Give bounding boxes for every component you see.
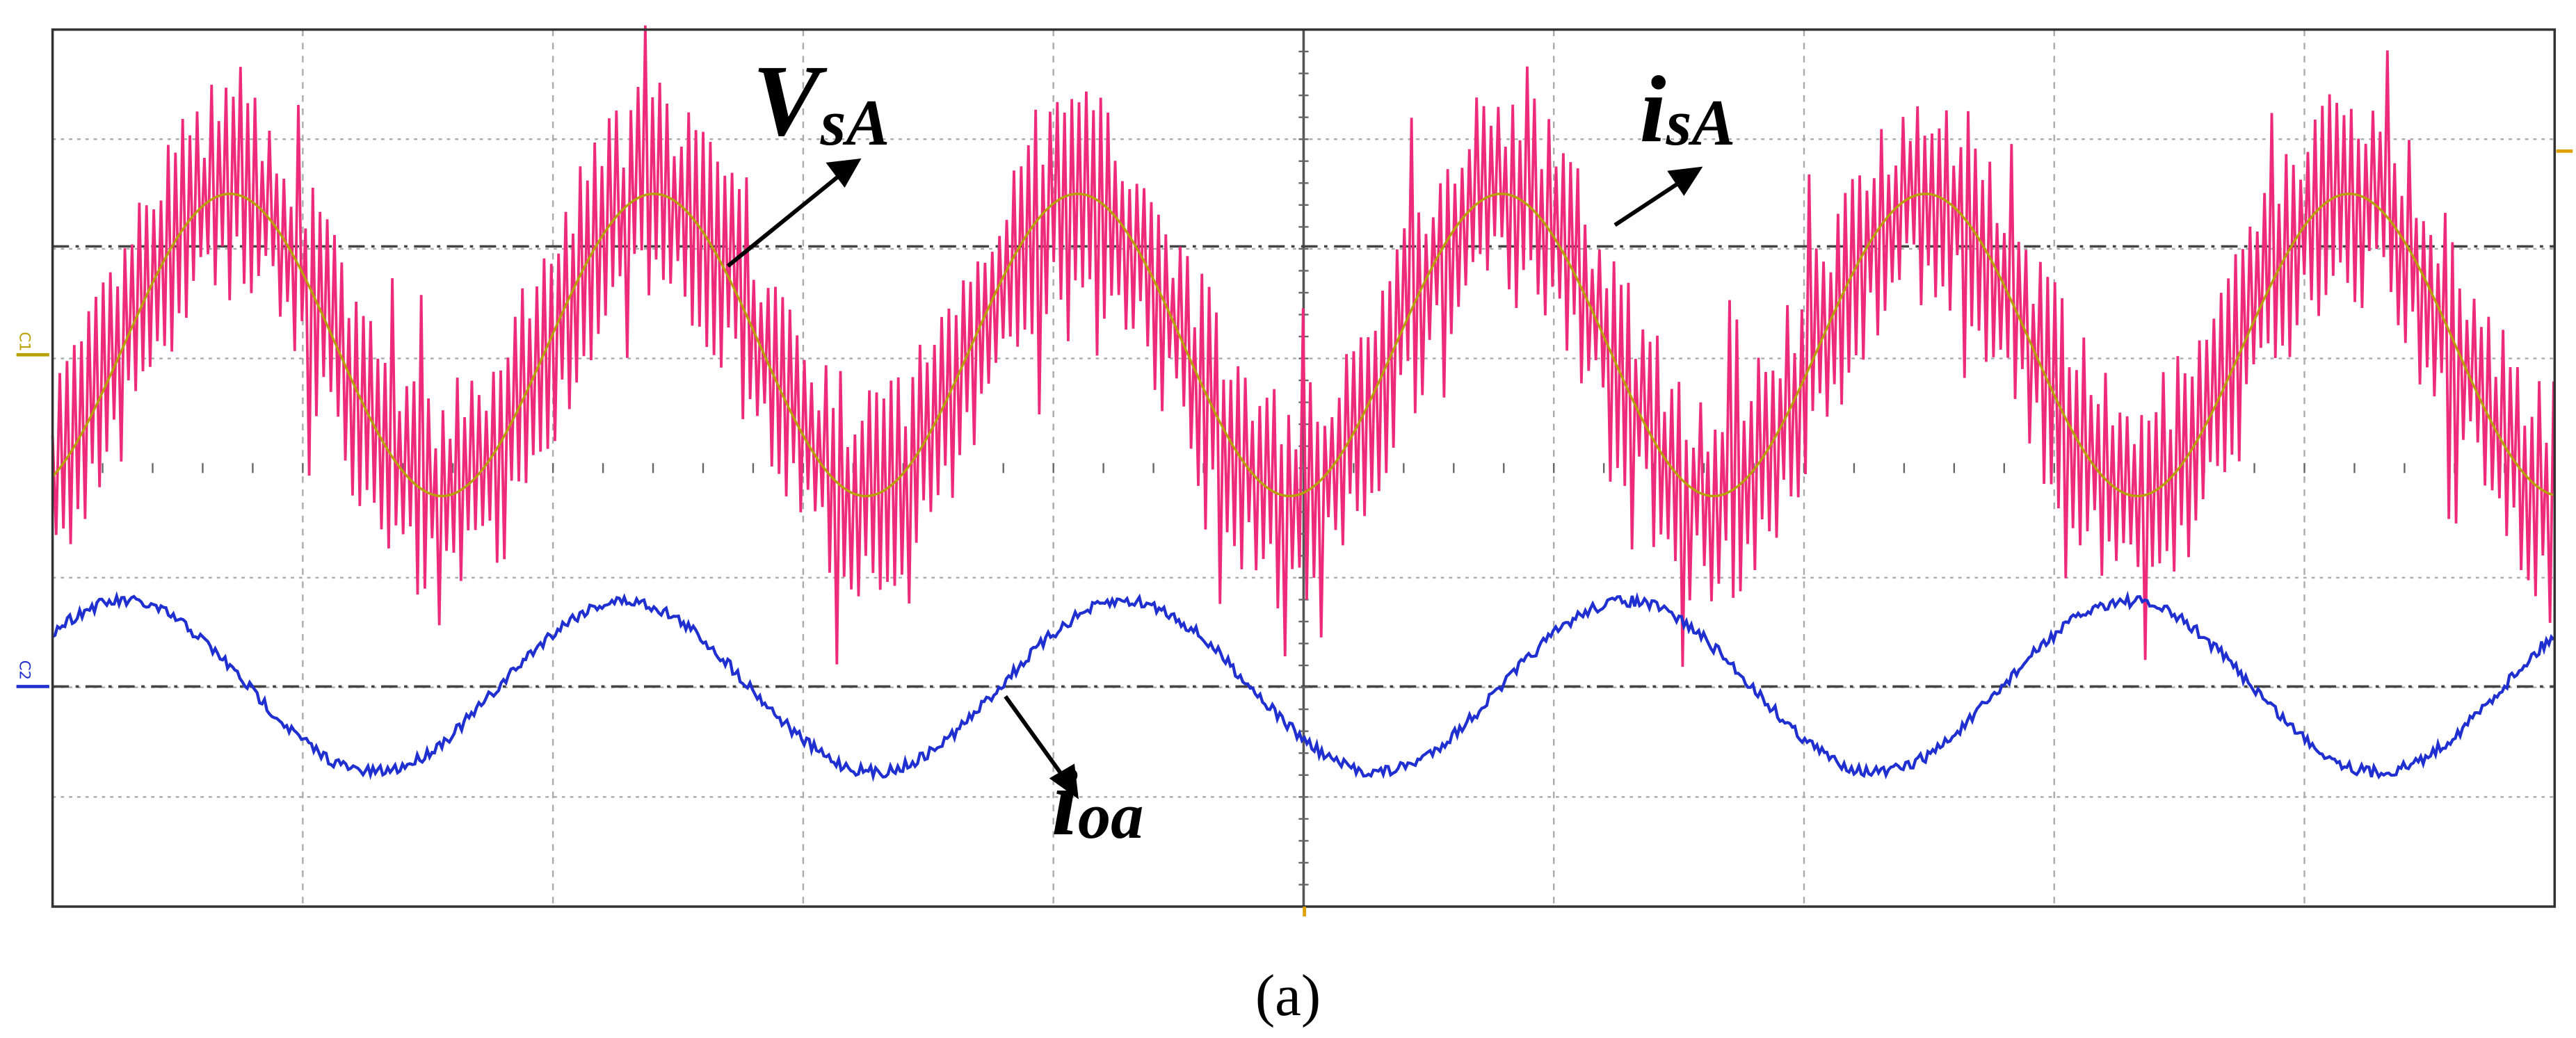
label-main: V	[752, 44, 828, 157]
arrow	[1004, 695, 1067, 780]
label-main: i	[1640, 56, 1666, 162]
label-isa: isA	[1640, 56, 1736, 162]
label-sub: sA	[820, 87, 890, 159]
label-sub: sA	[1666, 87, 1736, 159]
arrows	[726, 158, 1703, 800]
waveform-vsa	[51, 193, 2554, 498]
grid	[51, 29, 2556, 908]
arrowhead	[826, 158, 862, 188]
waveform-isa	[51, 25, 2555, 667]
label-main: i	[1052, 749, 1078, 855]
channel-marker: C1	[15, 332, 33, 351]
channel-marker: C2	[15, 660, 33, 680]
label-ioa: ioa	[1052, 749, 1144, 855]
label-sub: oa	[1078, 780, 1143, 852]
caption: (a)	[1255, 963, 1321, 1028]
arrowhead	[1667, 166, 1703, 196]
label-vsa: VsA	[752, 44, 889, 159]
waveforms	[51, 25, 2555, 782]
arrow	[726, 172, 843, 268]
arrowhead	[1049, 763, 1079, 800]
arrow	[1613, 179, 1684, 227]
waveform-ioa	[51, 590, 2555, 782]
